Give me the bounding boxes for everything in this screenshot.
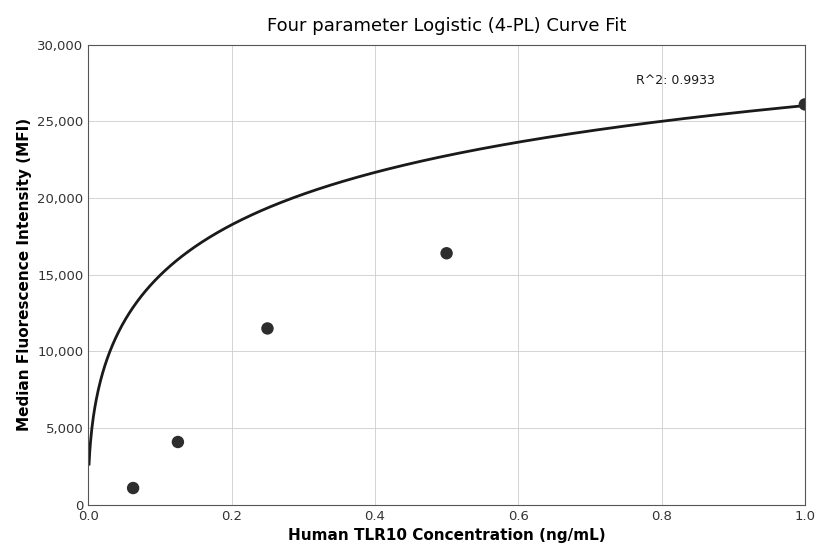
Point (126, 483, 140, 492)
Point (440, 249, 453, 258)
Title: Four parameter Logistic (4-PL) Curve Fit: Four parameter Logistic (4-PL) Curve Fit (267, 17, 626, 35)
Y-axis label: Median Fluorescence Intensity (MFI): Median Fluorescence Intensity (MFI) (17, 118, 32, 431)
Point (260, 324, 274, 333)
Point (798, 100, 811, 109)
X-axis label: Human TLR10 Concentration (ng/mL): Human TLR10 Concentration (ng/mL) (288, 528, 606, 543)
Point (171, 437, 185, 446)
Text: R^2: 0.9933: R^2: 0.9933 (636, 74, 716, 87)
